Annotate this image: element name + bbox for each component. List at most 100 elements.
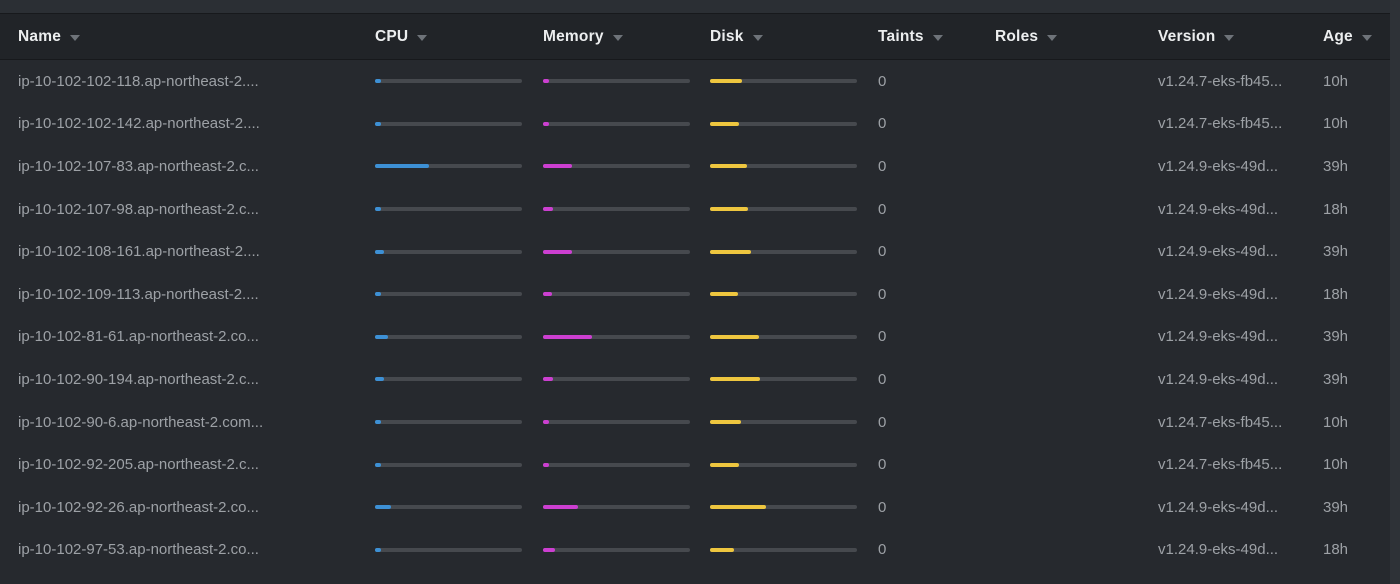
node-name: ip-10-102-107-83.ap-northeast-2.c...	[18, 157, 259, 175]
memory-usage-bar	[543, 249, 690, 254]
age-value: 39h	[1323, 157, 1349, 175]
memory-bar-fill	[543, 79, 549, 84]
age-value: 18h	[1323, 541, 1349, 559]
memory-usage-cell	[543, 292, 710, 297]
disk-usage-bar	[710, 292, 857, 297]
memory-usage-cell	[543, 334, 710, 339]
memory-usage-bar	[543, 334, 690, 339]
age-value: 39h	[1323, 498, 1349, 516]
cpu-usage-bar	[375, 121, 522, 126]
disk-bar-fill	[710, 79, 743, 84]
table-row[interactable]: ip-10-102-90-6.ap-northeast-2.com... 0 v…	[0, 401, 1400, 444]
memory-usage-bar	[543, 292, 690, 297]
cpu-usage-cell	[375, 164, 543, 169]
node-name: ip-10-102-92-26.ap-northeast-2.co...	[18, 498, 259, 516]
taints-value: 0	[878, 200, 887, 218]
memory-usage-cell	[543, 377, 710, 382]
memory-usage-bar	[543, 505, 690, 510]
cpu-bar-fill	[375, 377, 384, 382]
disk-usage-bar	[710, 207, 857, 212]
table-row[interactable]: ip-10-102-97-53.ap-northeast-2.co... 0 v…	[0, 529, 1400, 572]
cpu-bar-fill	[375, 249, 384, 254]
vertical-scrollbar[interactable]	[1390, 0, 1400, 584]
table-header: Name CPU Memory Disk Taints Roles Versio…	[0, 14, 1400, 60]
memory-usage-bar	[543, 121, 690, 126]
memory-usage-cell	[543, 420, 710, 425]
age-value: 18h	[1323, 200, 1349, 218]
version-value: v1.24.9-eks-49d...	[1158, 498, 1279, 516]
memory-bar-fill	[543, 377, 554, 382]
version-value: v1.24.9-eks-49d...	[1158, 328, 1279, 346]
memory-usage-cell	[543, 79, 710, 84]
disk-bar-fill	[710, 207, 749, 212]
table-row[interactable]: ip-10-102-102-118.ap-northeast-2.... 0 v…	[0, 60, 1400, 103]
column-header-disk[interactable]: Disk	[710, 28, 878, 46]
age-value: 18h	[1323, 285, 1349, 303]
table-row[interactable]: ip-10-102-102-142.ap-northeast-2.... 0 v…	[0, 103, 1400, 146]
table-row[interactable]: ip-10-102-81-61.ap-northeast-2.co... 0 v…	[0, 316, 1400, 359]
cpu-usage-bar	[375, 547, 522, 552]
version-value: v1.24.9-eks-49d...	[1158, 370, 1279, 388]
disk-usage-cell	[710, 79, 878, 84]
disk-usage-cell	[710, 334, 878, 339]
taints-value: 0	[878, 413, 887, 431]
taints-value: 0	[878, 157, 887, 175]
table-row[interactable]: ip-10-102-107-98.ap-northeast-2.c... 0 v…	[0, 188, 1400, 231]
table-row[interactable]: ip-10-102-107-83.ap-northeast-2.c... 0 v…	[0, 145, 1400, 188]
disk-usage-bar	[710, 547, 857, 552]
cpu-usage-cell	[375, 207, 543, 212]
cpu-bar-fill	[375, 79, 381, 84]
age-value: 39h	[1323, 370, 1349, 388]
column-header-cpu[interactable]: CPU	[375, 28, 543, 46]
memory-bar-fill	[543, 462, 549, 467]
column-header-age[interactable]: Age	[1323, 28, 1400, 46]
column-header-version-label: Version	[1158, 27, 1216, 45]
disk-bar-fill	[710, 505, 766, 510]
sort-arrow-icon	[1047, 34, 1058, 41]
taints-value: 0	[878, 243, 887, 261]
cpu-bar-fill	[375, 334, 389, 339]
cpu-usage-cell	[375, 249, 543, 254]
disk-usage-bar	[710, 79, 857, 84]
version-value: v1.24.9-eks-49d...	[1158, 541, 1279, 559]
disk-bar-fill	[710, 164, 747, 169]
memory-usage-cell	[543, 121, 710, 126]
sort-arrow-icon	[612, 34, 623, 41]
disk-usage-cell	[710, 292, 878, 297]
memory-bar-fill	[543, 420, 549, 425]
cpu-usage-bar	[375, 420, 522, 425]
age-value: 10h	[1323, 456, 1349, 474]
column-header-roles[interactable]: Roles	[995, 28, 1158, 46]
disk-bar-fill	[710, 420, 741, 425]
cpu-usage-cell	[375, 121, 543, 126]
cpu-usage-cell	[375, 377, 543, 382]
column-header-name-label: Name	[18, 27, 62, 45]
table-row[interactable]: ip-10-102-90-194.ap-northeast-2.c... 0 v…	[0, 358, 1400, 401]
disk-usage-cell	[710, 462, 878, 467]
node-name: ip-10-102-97-53.ap-northeast-2.co...	[18, 541, 259, 559]
cpu-usage-cell	[375, 334, 543, 339]
column-header-version[interactable]: Version	[1158, 28, 1323, 46]
table-row[interactable]: ip-10-102-109-113.ap-northeast-2.... 0 v…	[0, 273, 1400, 316]
memory-usage-cell	[543, 505, 710, 510]
table-row[interactable]: ip-10-102-92-26.ap-northeast-2.co... 0 v…	[0, 486, 1400, 529]
version-value: v1.24.9-eks-49d...	[1158, 243, 1279, 261]
node-name: ip-10-102-92-205.ap-northeast-2.c...	[18, 456, 259, 474]
cpu-usage-cell	[375, 505, 543, 510]
column-header-taints[interactable]: Taints	[878, 28, 995, 46]
taints-value: 0	[878, 498, 887, 516]
age-value: 39h	[1323, 243, 1349, 261]
cpu-usage-bar	[375, 462, 522, 467]
table-row[interactable]: ip-10-102-92-205.ap-northeast-2.c... 0 v…	[0, 443, 1400, 486]
node-name: ip-10-102-102-142.ap-northeast-2....	[18, 115, 260, 133]
memory-usage-cell	[543, 164, 710, 169]
column-header-name[interactable]: Name	[18, 28, 375, 46]
column-header-memory[interactable]: Memory	[543, 28, 710, 46]
memory-usage-bar	[543, 377, 690, 382]
disk-usage-cell	[710, 249, 878, 254]
memory-usage-bar	[543, 547, 690, 552]
memory-bar-fill	[543, 292, 552, 297]
cpu-bar-fill	[375, 121, 381, 126]
table-row[interactable]: ip-10-102-108-161.ap-northeast-2.... 0 v…	[0, 230, 1400, 273]
disk-bar-fill	[710, 334, 759, 339]
